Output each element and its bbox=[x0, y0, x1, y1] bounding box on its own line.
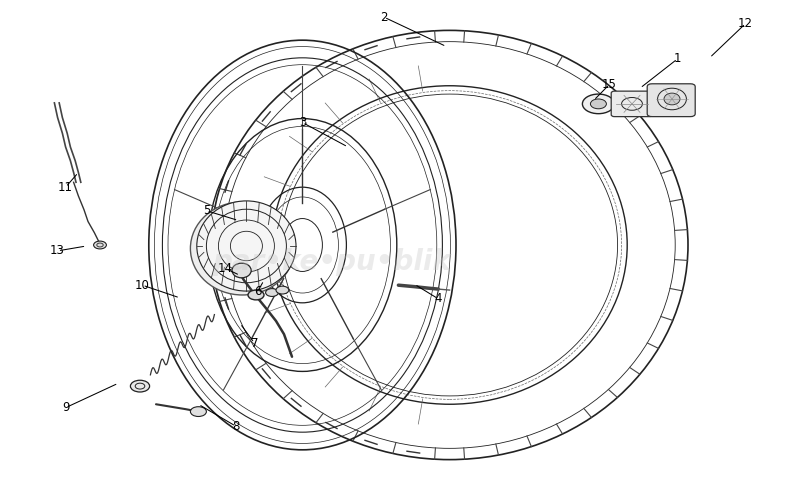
Ellipse shape bbox=[94, 241, 106, 249]
Text: 2: 2 bbox=[380, 11, 388, 24]
Text: 7: 7 bbox=[250, 337, 258, 349]
Text: 5: 5 bbox=[202, 204, 210, 217]
Ellipse shape bbox=[248, 290, 264, 300]
Ellipse shape bbox=[276, 286, 289, 294]
Ellipse shape bbox=[190, 407, 206, 416]
Ellipse shape bbox=[232, 263, 251, 278]
Ellipse shape bbox=[266, 289, 278, 296]
FancyBboxPatch shape bbox=[647, 84, 695, 117]
Text: 3: 3 bbox=[298, 116, 306, 129]
Ellipse shape bbox=[190, 202, 294, 295]
Text: par•ke•pu•blik: par•ke•pu•blik bbox=[213, 248, 451, 276]
Ellipse shape bbox=[130, 380, 150, 392]
Text: 6: 6 bbox=[254, 285, 262, 298]
FancyBboxPatch shape bbox=[611, 91, 653, 117]
Text: 14: 14 bbox=[218, 262, 233, 275]
Ellipse shape bbox=[664, 93, 680, 105]
Text: 12: 12 bbox=[738, 17, 753, 30]
Text: 11: 11 bbox=[58, 181, 73, 194]
Ellipse shape bbox=[590, 99, 606, 109]
Text: 15: 15 bbox=[602, 78, 617, 91]
Ellipse shape bbox=[582, 94, 614, 114]
Text: 10: 10 bbox=[135, 279, 150, 292]
Text: 1: 1 bbox=[674, 52, 682, 65]
Ellipse shape bbox=[197, 201, 296, 291]
Text: 4: 4 bbox=[434, 293, 442, 305]
Text: 13: 13 bbox=[50, 245, 65, 257]
Text: 9: 9 bbox=[62, 401, 70, 414]
Text: 8: 8 bbox=[232, 420, 240, 433]
